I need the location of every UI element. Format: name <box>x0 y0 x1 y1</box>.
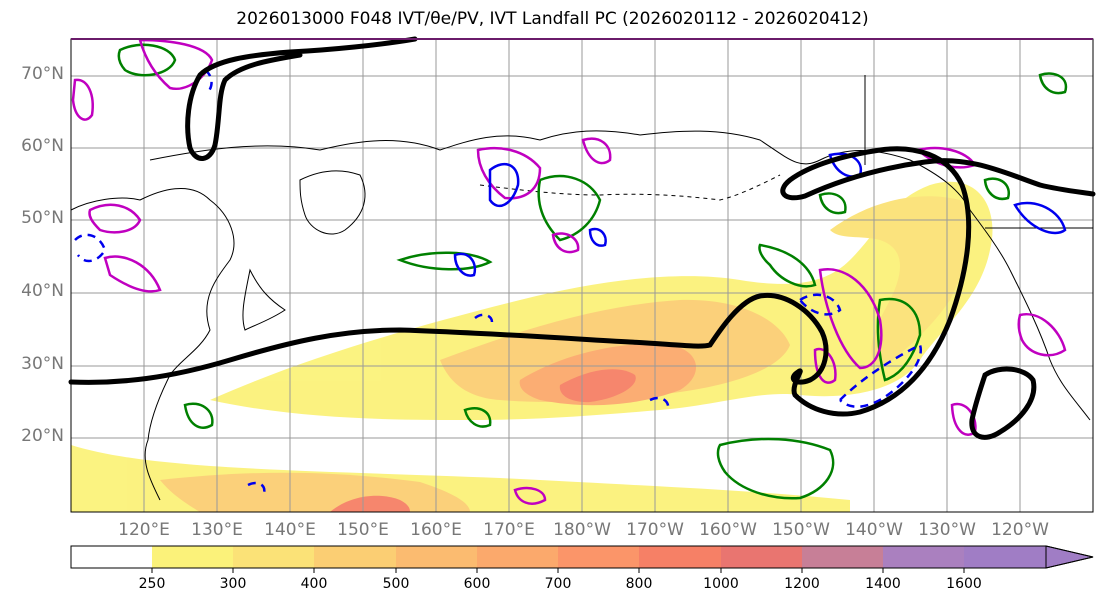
colorbar-tick-label: 400 <box>300 576 328 592</box>
theta-e-contour <box>103 255 162 293</box>
theta-e-contour <box>581 137 612 165</box>
colorbar-extend-arrow <box>1045 545 1094 569</box>
colorbar-segment <box>964 546 1046 568</box>
colorbar-tick-label: 1000 <box>703 576 739 592</box>
colorbar-segment <box>883 546 964 568</box>
pv-contour <box>716 437 835 500</box>
blue-contour-dashed <box>74 233 107 263</box>
pv-contour <box>396 251 493 271</box>
ivt-core-south <box>330 495 410 512</box>
blue-contour <box>1013 201 1067 235</box>
lat-label-70n: 70°N <box>21 64 64 84</box>
colorbar-tick-label: 300 <box>219 576 247 592</box>
colorbar-tick-label: 700 <box>544 576 572 592</box>
colorbar-segment <box>802 546 883 568</box>
lat-label-20n: 20°N <box>21 426 64 446</box>
ivt-pc-contour-north <box>185 36 418 161</box>
colorbar <box>70 545 1094 573</box>
coastline-us-west <box>1009 269 1091 421</box>
lon-label-150e: 150°E <box>337 520 389 540</box>
lon-label-160w: 160°W <box>699 520 757 540</box>
theta-e-contour <box>513 486 547 505</box>
coastlines <box>70 75 1093 501</box>
lon-label-130w: 130°W <box>918 520 976 540</box>
colorbar-tick-label: 1400 <box>865 576 901 592</box>
lat-label-30n: 30°N <box>21 354 64 374</box>
theta-e-contour <box>818 267 883 370</box>
colorbar-segment <box>152 546 233 568</box>
coastline-kamchatka <box>299 170 366 235</box>
pv-contour <box>537 174 602 242</box>
lat-label-40n: 40°N <box>21 281 64 301</box>
pv-contour <box>183 402 214 429</box>
colorbar-segment <box>721 546 802 568</box>
theta-e-contour <box>551 232 580 254</box>
pv-contour <box>818 192 847 215</box>
theta-e-contour <box>1017 312 1067 357</box>
lon-label-120e: 120°E <box>118 520 170 540</box>
lon-label-150w: 150°W <box>772 520 830 540</box>
colorbar-tick-label: 800 <box>625 576 653 592</box>
lon-label-170e: 170°E <box>483 520 535 540</box>
coastline-aleutians <box>479 174 781 201</box>
lon-label-140e: 140°E <box>264 520 316 540</box>
blue-contour-dashed <box>649 396 670 411</box>
pv-contours <box>117 43 1068 500</box>
colorbar-segment <box>71 546 152 568</box>
blue-contour-dashed <box>839 343 923 408</box>
pv-contour <box>983 177 1011 201</box>
ivt-plume-outer <box>210 181 993 420</box>
theta-e-contour <box>71 78 94 121</box>
lon-label-180w: 180°W <box>553 520 611 540</box>
lat-label-50n: 50°N <box>21 208 64 228</box>
coastline-siberia <box>149 130 641 161</box>
colorbar-tick-label: 250 <box>138 576 166 592</box>
colorbar-tick-label: 500 <box>382 576 410 592</box>
lon-label-160e: 160°E <box>410 520 462 540</box>
pv-contour <box>463 407 492 428</box>
colorbar-segment <box>314 546 396 568</box>
coastline-alaska <box>639 130 1011 271</box>
colorbar-tick-label: 600 <box>463 576 491 592</box>
ivt-arm-east <box>830 196 969 370</box>
blue-contour <box>488 162 520 208</box>
colorbar-segment <box>233 546 314 568</box>
colorbar-tick-label: 1600 <box>946 576 982 592</box>
lon-label-170w: 170°W <box>626 520 684 540</box>
theta-e-contour <box>88 203 142 234</box>
theta-e-contour <box>476 146 542 200</box>
colorbar-segment <box>396 546 477 568</box>
ivt-pc-contour-main <box>68 146 1096 417</box>
colorbar-tick-label: 1200 <box>784 576 820 592</box>
pv-contour <box>876 297 922 382</box>
colorbar-segment <box>558 546 639 568</box>
lon-label-130e: 130°E <box>191 520 243 540</box>
colorbar-segment <box>477 546 558 568</box>
blue-contour-dashed <box>247 481 266 494</box>
lat-label-60n: 60°N <box>21 136 64 156</box>
ivt-core <box>559 369 636 403</box>
ivt-pc-contour-east <box>969 366 1037 440</box>
blue-contour <box>588 227 607 247</box>
pv-contour <box>758 243 817 288</box>
coastline-japan <box>242 268 286 331</box>
blue-contour-dashed <box>799 293 842 316</box>
figure-title: 2026013000 F048 IVT/θe/PV, IVT Landfall … <box>236 9 869 29</box>
lon-label-120w: 120°W <box>991 520 1049 540</box>
blue-contour <box>453 252 477 277</box>
blue-contour-dashed <box>474 313 494 323</box>
coastline-east-asia <box>70 187 235 501</box>
pv-contour <box>1038 72 1068 95</box>
lon-label-140w: 140°W <box>845 520 903 540</box>
ivt-landfall-contours <box>68 36 1096 440</box>
colorbar-outline <box>70 545 1094 569</box>
colorbar-segment <box>639 546 721 568</box>
